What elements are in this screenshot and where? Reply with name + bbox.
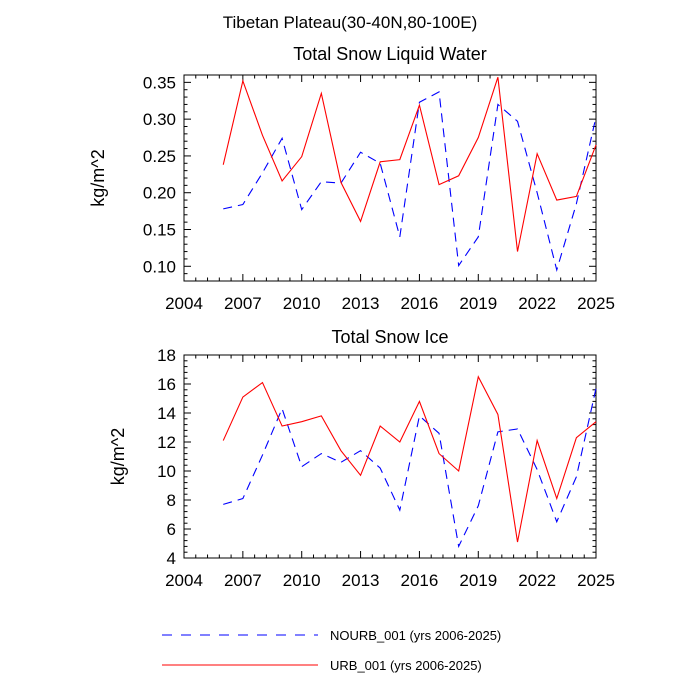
x-tick-label: 2007	[224, 571, 262, 590]
y-axis-label: kg/m^2	[88, 149, 108, 206]
y-tick-label: 4	[167, 549, 176, 568]
x-tick-label: 2016	[401, 294, 439, 313]
legend: NOURB_001 (yrs 2006-2025) URB_001 (yrs 20…	[162, 628, 501, 673]
x-tick-label: 2010	[283, 571, 321, 590]
y-tick-label: 0.15	[143, 221, 176, 240]
y-tick-label: 14	[157, 404, 176, 423]
y-tick-label: 0.10	[143, 257, 176, 276]
x-tick-label: 2010	[283, 294, 321, 313]
legend-label-nourb: NOURB_001 (yrs 2006-2025)	[330, 628, 501, 643]
y-tick-label: 8	[167, 491, 176, 510]
y-axis-label: kg/m^2	[108, 428, 128, 485]
y-tick-label: 6	[167, 520, 176, 539]
series-line-urb	[222, 77, 597, 252]
y-tick-label: 0.25	[143, 147, 176, 166]
plot-frame	[183, 74, 597, 282]
panel-title: Total Snow Ice	[331, 327, 448, 347]
x-tick-label: 2022	[518, 571, 556, 590]
legend-label-urb: URB_001 (yrs 2006-2025)	[330, 658, 482, 673]
y-tick-label: 16	[157, 375, 176, 394]
x-tick-label: 2025	[577, 571, 615, 590]
panel-title: Total Snow Liquid Water	[293, 44, 486, 64]
x-tick-label: 2013	[342, 294, 380, 313]
x-tick-label: 2019	[459, 571, 497, 590]
x-tick-label: 2004	[165, 294, 203, 313]
y-tick-label: 18	[157, 346, 176, 365]
chart-panel-2: Total Snow Ice 2004 2007 2010 2013 2016 2019 20…	[108, 327, 615, 590]
chart-panel-1: Total Snow Liquid Water 2004 2007 2010 2013 2…	[88, 44, 615, 313]
y-tick-label: 12	[157, 433, 176, 452]
x-tick-label: 2022	[518, 294, 556, 313]
x-tick-label: 2025	[577, 294, 615, 313]
series-line-nourb	[223, 388, 597, 549]
chart-panels: Total Snow Liquid Water 2004 2007 2010 2013 2…	[88, 44, 615, 590]
y-tick-label: 0.35	[143, 73, 176, 92]
y-tick-label: 0.30	[143, 110, 176, 129]
x-tick-label: 2013	[342, 571, 380, 590]
x-tick-label: 2004	[165, 571, 203, 590]
y-tick-label: 10	[157, 462, 176, 481]
series-line-nourb	[223, 91, 597, 273]
series-line-urb	[222, 375, 597, 543]
x-tick-label: 2007	[224, 294, 262, 313]
plot-frame	[183, 354, 597, 559]
y-tick-label: 0.20	[143, 184, 176, 203]
x-tick-label: 2016	[401, 571, 439, 590]
figure-suptitle: Tibetan Plateau(30-40N,80-100E)	[223, 13, 478, 32]
x-tick-label: 2019	[459, 294, 497, 313]
